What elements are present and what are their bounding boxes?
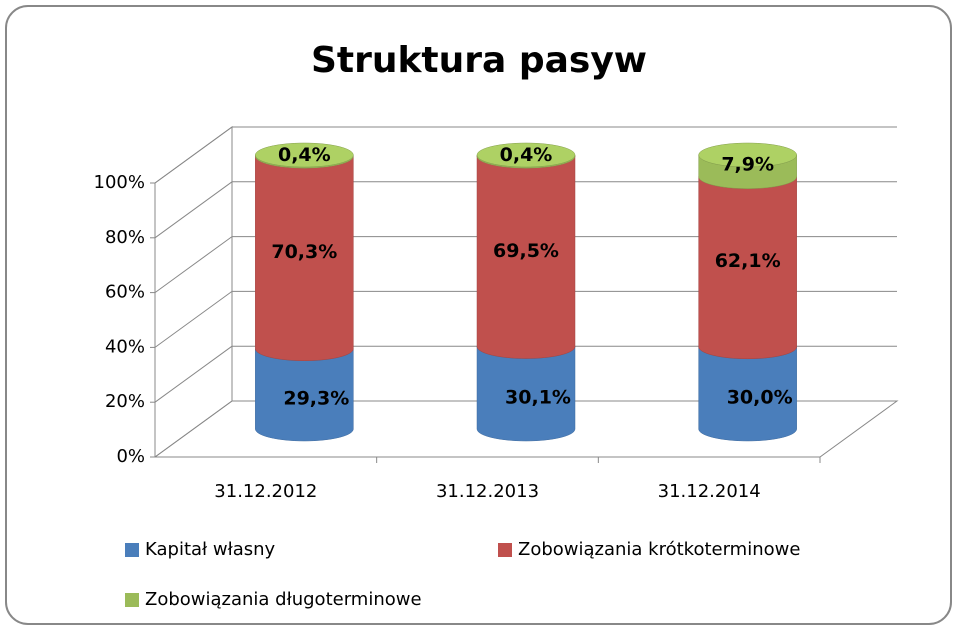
y-tick-label: 0% [116, 446, 145, 467]
chart-title: Struktura pasyw [311, 40, 647, 81]
x-tick-label: 31.12.2012 [214, 481, 317, 502]
x-tick-label: 31.12.2013 [436, 481, 539, 502]
legend-label: Zobowiązania krótkoterminowe [518, 539, 800, 560]
data-label: 29,3% [283, 387, 349, 409]
grid-line [154, 126, 233, 184]
grid-line [154, 236, 233, 294]
data-label: 30,0% [727, 386, 793, 408]
data-label: 70,3% [271, 241, 337, 263]
x-tick-label: 31.12.2014 [658, 481, 761, 502]
legend-label: Kapitał własny [145, 539, 276, 560]
grid-line [154, 345, 233, 403]
grid-line [154, 181, 233, 239]
y-tick-label: 80% [105, 227, 145, 248]
y-tick-label: 60% [105, 282, 145, 303]
legend-swatch [498, 543, 512, 557]
grid-line [154, 400, 233, 458]
data-label: 0,4% [278, 144, 331, 166]
data-label: 30,1% [505, 386, 571, 408]
legend-swatch [125, 543, 139, 557]
y-tick-label: 40% [105, 336, 145, 357]
grid-line [154, 290, 233, 348]
data-label: 7,9% [721, 154, 774, 176]
legend-swatch [125, 593, 139, 607]
data-label: 62,1% [715, 250, 781, 272]
legend-label: Zobowiązania długoterminowe [145, 589, 422, 610]
cylinder-top [255, 142, 354, 168]
cylinder-top [476, 142, 576, 168]
data-label: 0,4% [500, 144, 553, 166]
cylinder-top [698, 142, 797, 168]
y-tick-label: 100% [94, 172, 145, 193]
y-tick-label: 20% [105, 391, 145, 412]
data-label: 69,5% [493, 240, 559, 262]
